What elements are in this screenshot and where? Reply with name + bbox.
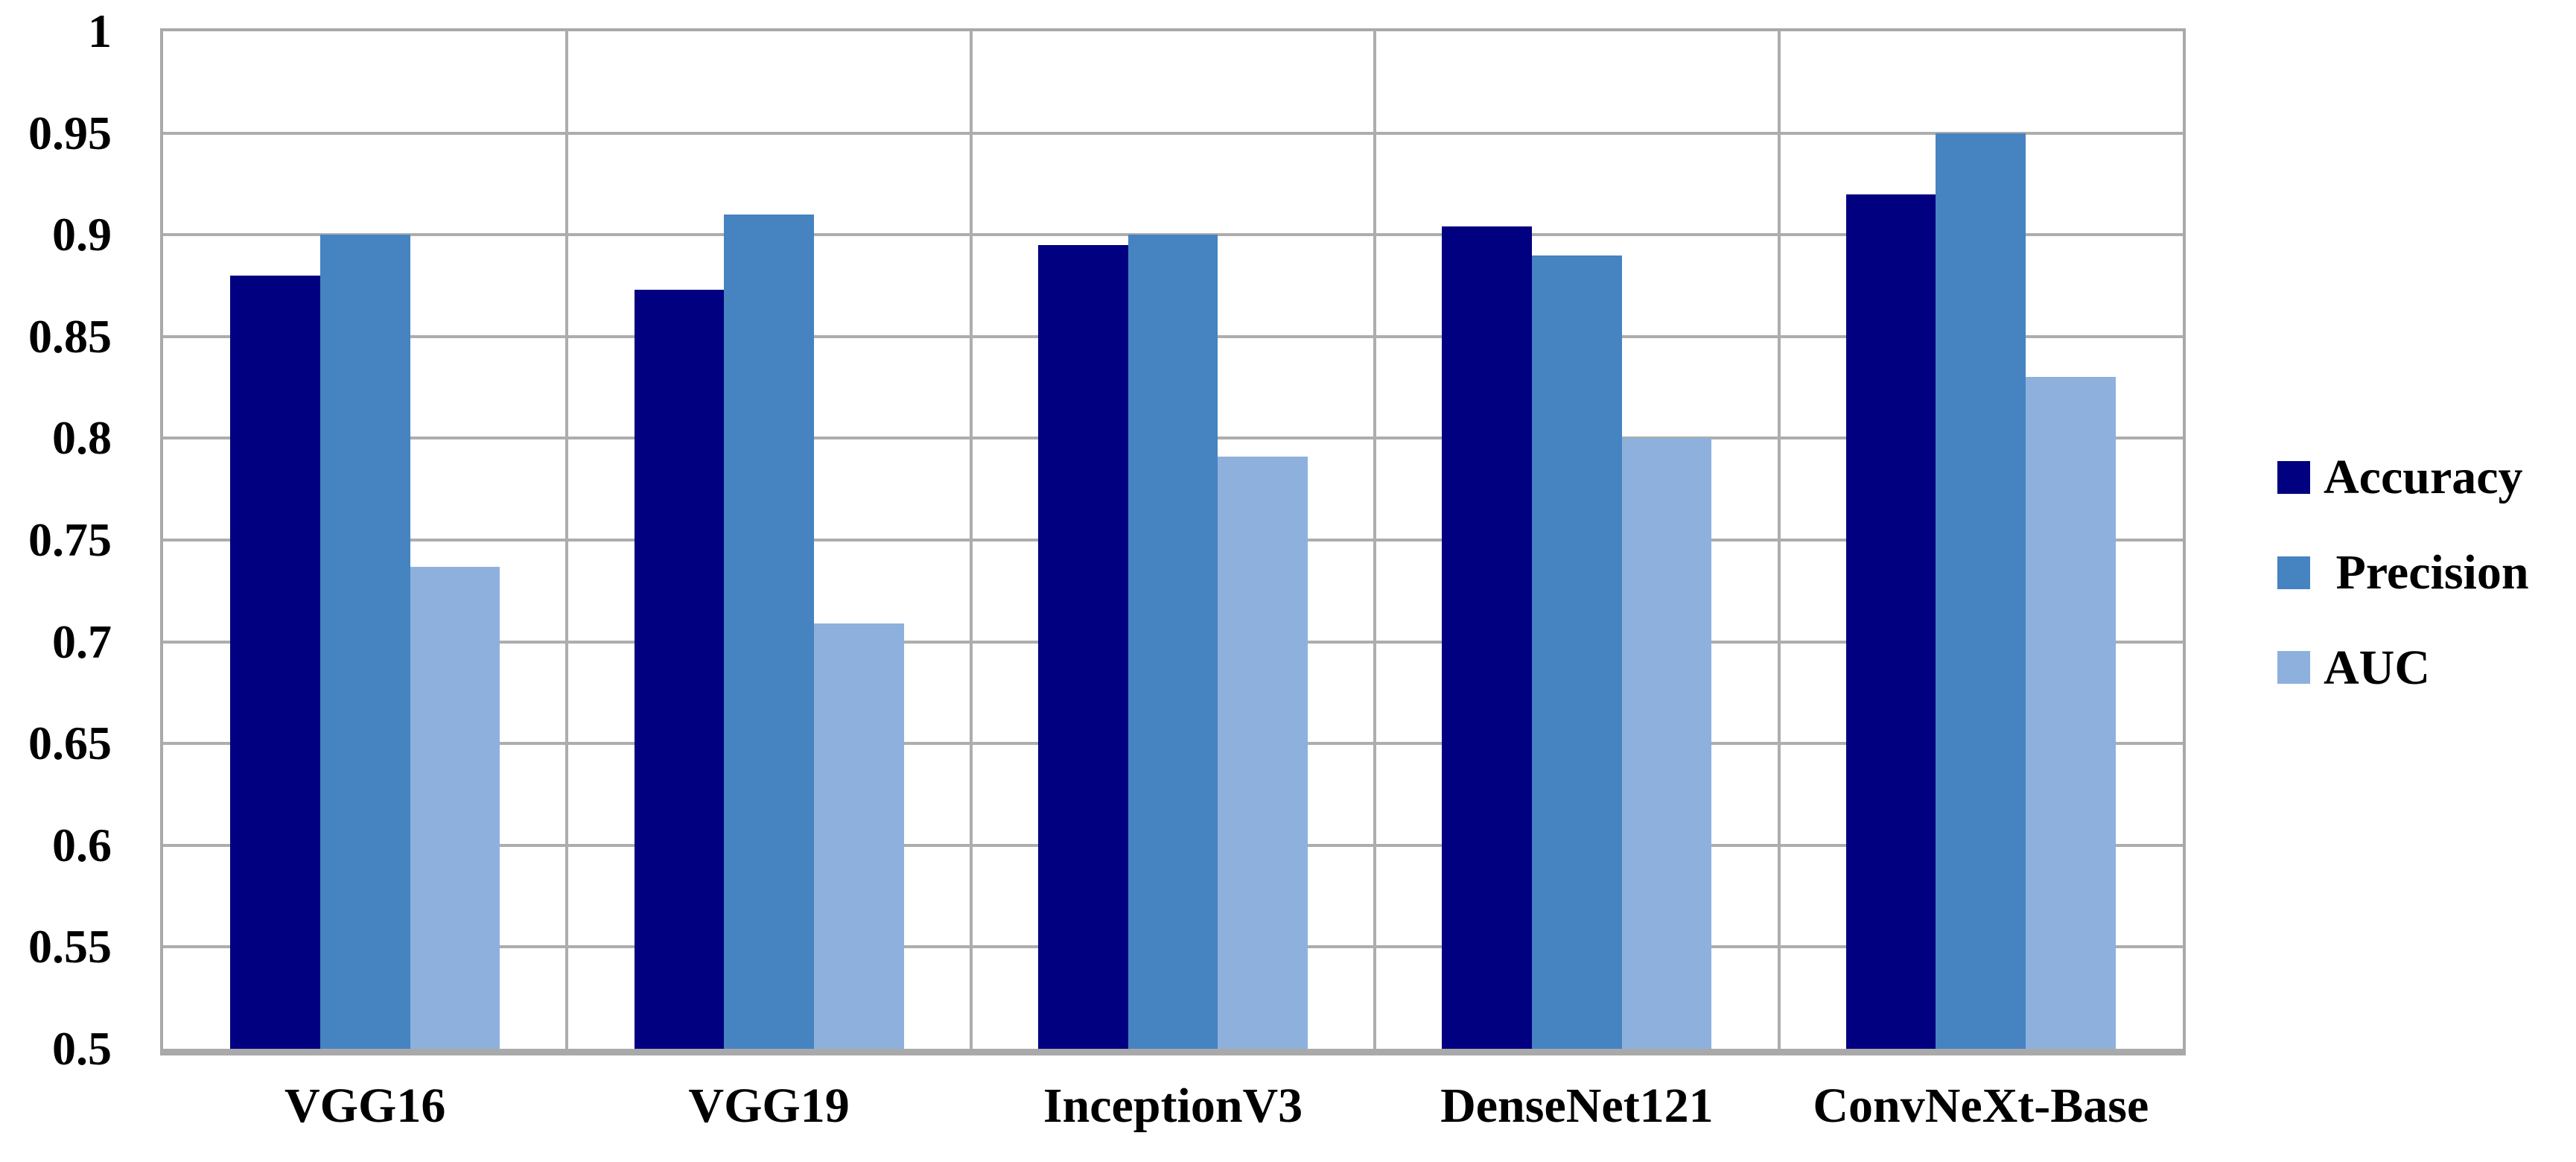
y-tick-label: 0.85	[28, 309, 112, 363]
y-tick-label: 0.5	[52, 1022, 112, 1075]
vertical-gridline	[565, 31, 569, 1049]
legend-item-auc: AUC	[2277, 636, 2529, 700]
bar-precision-inceptionv3	[1128, 235, 1218, 1049]
y-tick-label: 0.9	[52, 208, 112, 261]
bar-precision-densenet121	[1532, 255, 1622, 1049]
bar-accuracy-densenet121	[1442, 226, 1533, 1049]
y-tick-label: 0.55	[28, 920, 112, 974]
legend-swatch-icon	[2277, 651, 2310, 685]
bar-auc-vgg16	[410, 566, 500, 1049]
bar-auc-densenet121	[1621, 438, 1712, 1049]
y-tick-label: 0.7	[52, 615, 112, 668]
legend-swatch-icon	[2277, 556, 2310, 589]
legend-label: Accuracy	[2324, 450, 2523, 504]
horizontal-gridline	[163, 131, 2183, 135]
x-category-label: ConvNeXt-Base	[1813, 1079, 2149, 1133]
vertical-gridline	[1373, 31, 1377, 1049]
plot-area	[160, 28, 2186, 1055]
y-axis-tick-labels: 1 0.95 0.9 0.85 0.8 0.75 0.7 0.65 0.6 0.55 0.5	[0, 0, 112, 1162]
vertical-gridline	[969, 31, 973, 1049]
legend-label: AUC	[2324, 640, 2430, 695]
x-category-label: VGG16	[284, 1079, 446, 1133]
y-tick-label: 1	[88, 4, 112, 57]
y-tick-label: 0.8	[52, 411, 112, 465]
legend-label: Precision	[2324, 545, 2529, 600]
bar-accuracy-vgg16	[230, 275, 320, 1049]
bar-accuracy-vgg19	[634, 289, 725, 1049]
bar-precision-vgg19	[724, 214, 814, 1049]
vertical-gridline	[1777, 31, 1781, 1049]
legend: Accuracy Precision AUC	[2277, 445, 2529, 699]
legend-item-precision: Precision	[2277, 541, 2529, 605]
bar-precision-convnext-base	[1936, 133, 2026, 1049]
x-category-label: InceptionV3	[1043, 1079, 1303, 1133]
x-category-label: DenseNet121	[1440, 1079, 1714, 1133]
y-tick-label: 0.65	[28, 717, 112, 770]
y-tick-label: 0.6	[52, 818, 112, 872]
y-tick-label: 0.75	[28, 513, 112, 566]
legend-item-accuracy: Accuracy	[2277, 445, 2529, 509]
horizontal-gridline	[163, 233, 2183, 237]
x-category-label: VGG19	[688, 1079, 850, 1133]
y-tick-label: 0.95	[28, 106, 112, 159]
bar-precision-vgg16	[319, 235, 410, 1049]
bar-accuracy-convnext-base	[1845, 194, 1936, 1049]
bar-accuracy-inceptionv3	[1037, 244, 1128, 1049]
legend-swatch-icon	[2277, 460, 2310, 494]
bar-auc-convnext-base	[2026, 377, 2116, 1049]
bar-auc-inceptionv3	[1218, 457, 1308, 1049]
bar-auc-vgg19	[813, 623, 904, 1049]
